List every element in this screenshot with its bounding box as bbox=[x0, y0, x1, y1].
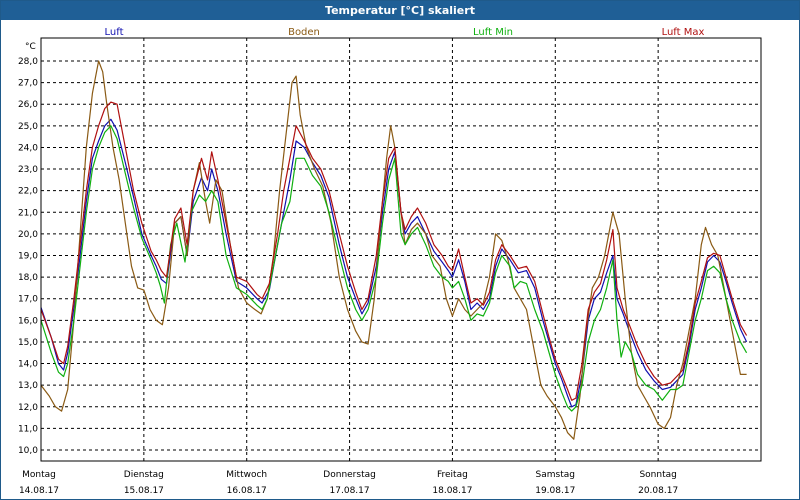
day-date-label: 18.08.17 bbox=[432, 486, 472, 496]
day-date-label: 16.08.17 bbox=[227, 486, 267, 496]
y-tick-label: 27,0 bbox=[18, 79, 38, 89]
day-name-label: Freitag bbox=[437, 470, 468, 480]
y-tick-label: 20,0 bbox=[18, 230, 38, 240]
y-axis-unit-label: °C bbox=[25, 42, 36, 52]
series-lines bbox=[40, 60, 748, 440]
day-date-label: 17.08.17 bbox=[330, 486, 370, 496]
y-tick-label: 16,0 bbox=[18, 316, 38, 326]
y-tick-label: 28,0 bbox=[18, 57, 38, 67]
series-line-luft-min bbox=[40, 125, 748, 412]
y-tick-label: 25,0 bbox=[18, 122, 38, 132]
legend: Luft Boden Luft Min Luft Max bbox=[105, 27, 705, 38]
y-tick-label: 14,0 bbox=[18, 360, 38, 370]
legend-entry-luft: Luft bbox=[105, 27, 124, 38]
day-date-label: 14.08.17 bbox=[19, 486, 59, 496]
y-tick-label: 24,0 bbox=[18, 143, 38, 153]
y-tick-label: 15,0 bbox=[18, 338, 38, 348]
y-tick-label: 22,0 bbox=[18, 187, 38, 197]
day-name-label: Dienstag bbox=[124, 470, 164, 480]
x-axis-day-labels: Montag 14.08.17 Dienstag 15.08.17 Mittwoch 16… bbox=[19, 470, 678, 496]
day-date-label: 15.08.17 bbox=[124, 486, 164, 496]
day-name-label: Donnerstag bbox=[323, 470, 376, 480]
y-tick-label: 18,0 bbox=[18, 273, 38, 283]
grid-lines bbox=[41, 38, 761, 461]
day-name-label: Mittwoch bbox=[226, 470, 267, 480]
y-axis-ticks: 10,0 11,0 12,0 13,0 14,0 15,0 16,0 17,0 18,0 19,0… bbox=[18, 57, 38, 456]
window-title: Temperatur [°C] skaliert bbox=[1, 1, 799, 20]
y-tick-label: 26,0 bbox=[18, 100, 38, 110]
legend-entry-luft-max: Luft Max bbox=[662, 27, 705, 38]
y-tick-label: 11,0 bbox=[18, 424, 38, 434]
legend-entry-boden: Boden bbox=[288, 27, 320, 38]
series-line-luft-max bbox=[40, 101, 748, 401]
day-date-label: 19.08.17 bbox=[535, 486, 575, 496]
y-tick-label: 23,0 bbox=[18, 165, 38, 175]
day-name-label: Montag bbox=[22, 470, 56, 480]
y-tick-label: 21,0 bbox=[18, 208, 38, 218]
y-tick-label: 10,0 bbox=[18, 446, 38, 456]
y-tick-label: 17,0 bbox=[18, 295, 38, 305]
plot-area-frame bbox=[40, 37, 762, 462]
legend-entry-luft-min: Luft Min bbox=[473, 27, 513, 38]
series-line-luft bbox=[40, 118, 748, 408]
y-tick-label: 13,0 bbox=[18, 381, 38, 391]
day-name-label: Samstag bbox=[536, 470, 575, 480]
day-name-label: Sonntag bbox=[639, 470, 676, 480]
y-tick-label: 19,0 bbox=[18, 252, 38, 262]
day-date-label: 20.08.17 bbox=[638, 486, 678, 496]
y-tick-label: 12,0 bbox=[18, 403, 38, 413]
